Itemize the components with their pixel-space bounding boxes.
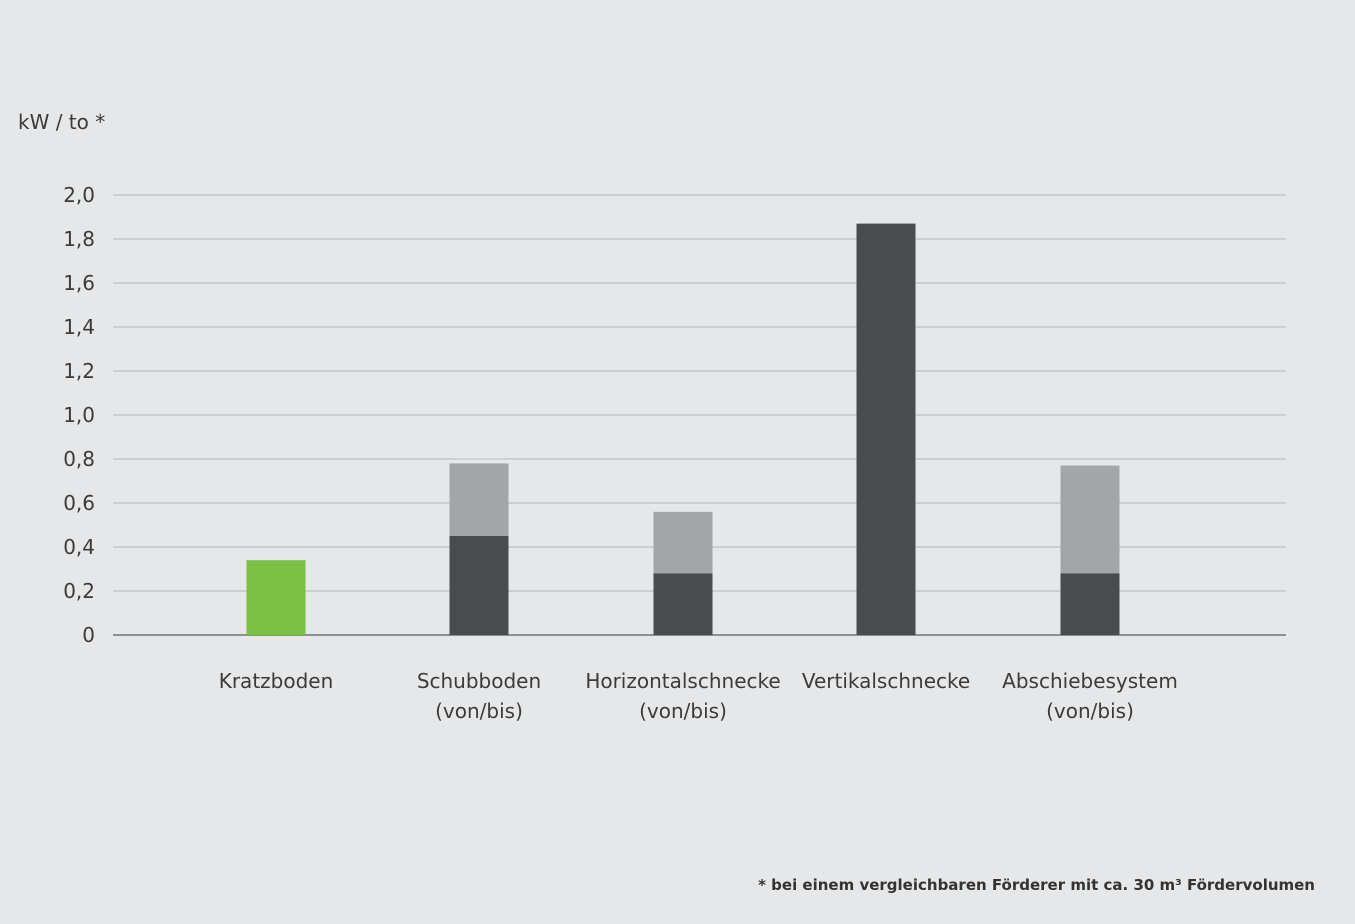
bar bbox=[1060, 573, 1120, 635]
y-axis-label: kW / to * bbox=[18, 110, 105, 134]
y-tick-label: 0 bbox=[82, 623, 95, 647]
bar-range-segment bbox=[1060, 465, 1120, 574]
x-tick-label: Horizontalschnecke bbox=[585, 669, 780, 693]
x-tick-label: Schubboden bbox=[417, 669, 541, 693]
y-tick-label: 1,6 bbox=[63, 271, 95, 295]
bar bbox=[856, 223, 916, 635]
bar bbox=[653, 573, 713, 635]
x-tick-label: Vertikalschnecke bbox=[802, 669, 970, 693]
y-tick-label: 0,4 bbox=[63, 535, 95, 559]
y-tick-label: 1,2 bbox=[63, 359, 95, 383]
x-tick-sublabel: (von/bis) bbox=[639, 699, 727, 723]
y-tick-label: 1,8 bbox=[63, 227, 95, 251]
y-tick-label: 1,0 bbox=[63, 403, 95, 427]
y-tick-label: 2,0 bbox=[63, 183, 95, 207]
y-tick-label: 0,2 bbox=[63, 579, 95, 603]
bar-range-segment bbox=[449, 463, 509, 536]
y-tick-label: 0,6 bbox=[63, 491, 95, 515]
x-tick-sublabel: (von/bis) bbox=[1046, 699, 1134, 723]
x-tick-sublabel: (von/bis) bbox=[435, 699, 523, 723]
bar bbox=[449, 536, 509, 635]
y-tick-label: 1,4 bbox=[63, 315, 95, 339]
y-tick-label: 0,8 bbox=[63, 447, 95, 471]
x-tick-label: Kratzboden bbox=[219, 669, 334, 693]
bar-range-segment bbox=[653, 511, 713, 574]
x-tick-label: Abschiebesystem bbox=[1002, 669, 1178, 693]
footnote: * bei einem vergleichbaren Förderer mit … bbox=[758, 876, 1315, 894]
bar bbox=[246, 560, 306, 635]
